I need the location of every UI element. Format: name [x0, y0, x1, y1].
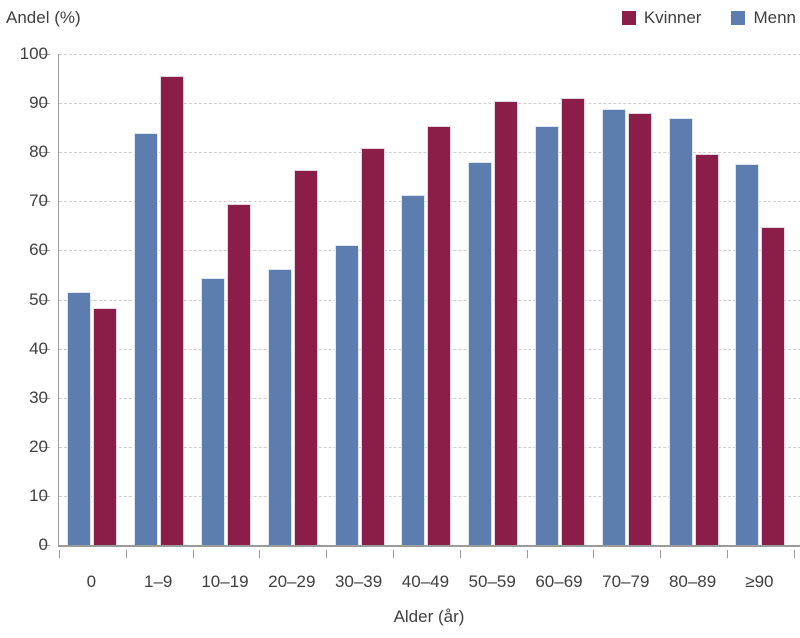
- y-tick-label-10: 10: [29, 485, 48, 505]
- bar-kvinner-≥90: [761, 227, 786, 545]
- y-tick-label-60: 60: [29, 240, 48, 260]
- y-tick-label-70: 70: [29, 191, 48, 211]
- menn-swatch-icon: [731, 11, 746, 25]
- bar-group-0: [59, 54, 126, 545]
- x-tick-10: [727, 550, 728, 558]
- bar-kvinner-10–19: [226, 204, 251, 545]
- bar-menn-70–79: [601, 109, 626, 545]
- y-tick-20: [40, 446, 50, 448]
- y-tick-40: [40, 348, 50, 350]
- bar-group-1–9: [126, 54, 193, 545]
- bar-menn-10–19: [200, 278, 225, 545]
- y-tick-label-100: 100: [19, 44, 48, 63]
- x-label-10–19: 10–19: [201, 572, 249, 591]
- bar-group-≥90: [727, 54, 794, 545]
- y-tick-label-80: 80: [29, 142, 48, 162]
- bar-menn-40–49: [401, 195, 426, 545]
- x-axis-title: Alder (år): [393, 607, 465, 626]
- kvinner-swatch-icon: [621, 11, 636, 25]
- bar-menn-80–89: [668, 117, 693, 545]
- x-tick-7: [526, 550, 528, 558]
- bar-menn-60–69: [534, 125, 559, 545]
- legend-label-kvinner: Kvinner: [643, 8, 702, 27]
- y-tick-30: [40, 397, 50, 399]
- bar-kvinner-80–89: [694, 154, 719, 545]
- bar-menn-0: [67, 291, 92, 545]
- bar-menn-20–29: [267, 269, 292, 545]
- y-tick-label-0: 0: [38, 535, 48, 554]
- x-tick-5: [393, 550, 394, 558]
- y-tick-10: [40, 495, 50, 497]
- y-tick-80: [40, 152, 50, 154]
- y-tick-label-30: 30: [29, 387, 48, 407]
- x-label-0: 0: [86, 572, 97, 591]
- gridline-90: [59, 103, 800, 105]
- bar-menn-≥90: [735, 163, 760, 545]
- y-tick-90: [40, 103, 50, 105]
- bar-group-30–39: [326, 54, 393, 545]
- x-label-60–69: 60–69: [535, 572, 583, 591]
- bar-group-40–49: [393, 54, 460, 545]
- x-tick-6: [459, 550, 461, 558]
- bar-menn-50–59: [468, 162, 493, 545]
- y-tick-0: [40, 545, 50, 546]
- x-tick-3: [259, 550, 261, 558]
- y-axis-title: Andel (%): [6, 8, 81, 27]
- bar-kvinner-0: [93, 307, 118, 545]
- x-label-80–89: 80–89: [668, 572, 717, 591]
- bar-group-80–89: [660, 54, 727, 545]
- bar-group-10–19: [193, 54, 260, 545]
- x-tick-9: [660, 550, 662, 558]
- y-tick-100: [40, 54, 50, 55]
- x-tick-0: [59, 550, 60, 558]
- y-tick-50: [40, 299, 50, 301]
- bar-group-50–59: [460, 54, 527, 545]
- bar-menn-1–9: [134, 132, 159, 545]
- legend: Kvinner Menn: [621, 8, 796, 28]
- plot-area: [40, 54, 800, 558]
- x-tick-11: [793, 550, 795, 558]
- bar-kvinner-50–59: [494, 100, 519, 545]
- y-tick-70: [40, 201, 50, 203]
- y-tick-label-90: 90: [29, 93, 48, 113]
- bar-group-70–79: [593, 54, 660, 545]
- bar-kvinner-30–39: [360, 148, 385, 545]
- bar-group-20–29: [259, 54, 326, 545]
- x-tick-1: [125, 550, 127, 558]
- x-label-40–49: 40–49: [401, 572, 450, 591]
- bar-menn-30–39: [334, 245, 359, 545]
- x-tick-4: [326, 550, 328, 558]
- legend-item-kvinner: Kvinner: [621, 8, 702, 28]
- legend-item-menn: Menn: [731, 8, 796, 28]
- y-tick-60: [40, 250, 50, 252]
- x-label-30–39: 30–39: [334, 572, 383, 591]
- x-label-1–9: 1–9: [144, 572, 173, 591]
- gridline-100: [59, 54, 800, 55]
- bar-group-60–69: [527, 54, 594, 545]
- x-label-20–29: 20–29: [268, 572, 316, 591]
- bar-kvinner-20–29: [293, 170, 318, 545]
- x-tick-8: [593, 550, 595, 558]
- x-label-≥90: ≥90: [745, 572, 774, 591]
- legend-label-menn: Menn: [753, 8, 796, 27]
- y-tick-label-40: 40: [29, 338, 48, 358]
- bar-kvinner-1–9: [160, 75, 185, 545]
- bar-kvinner-60–69: [560, 97, 585, 545]
- x-label-70–79: 70–79: [602, 572, 650, 591]
- y-tick-label-20: 20: [29, 436, 48, 456]
- bar-kvinner-70–79: [627, 112, 652, 545]
- y-tick-label-50: 50: [29, 289, 48, 309]
- x-tick-2: [192, 550, 194, 558]
- bar-kvinner-40–49: [427, 125, 452, 545]
- x-label-50–59: 50–59: [468, 572, 516, 591]
